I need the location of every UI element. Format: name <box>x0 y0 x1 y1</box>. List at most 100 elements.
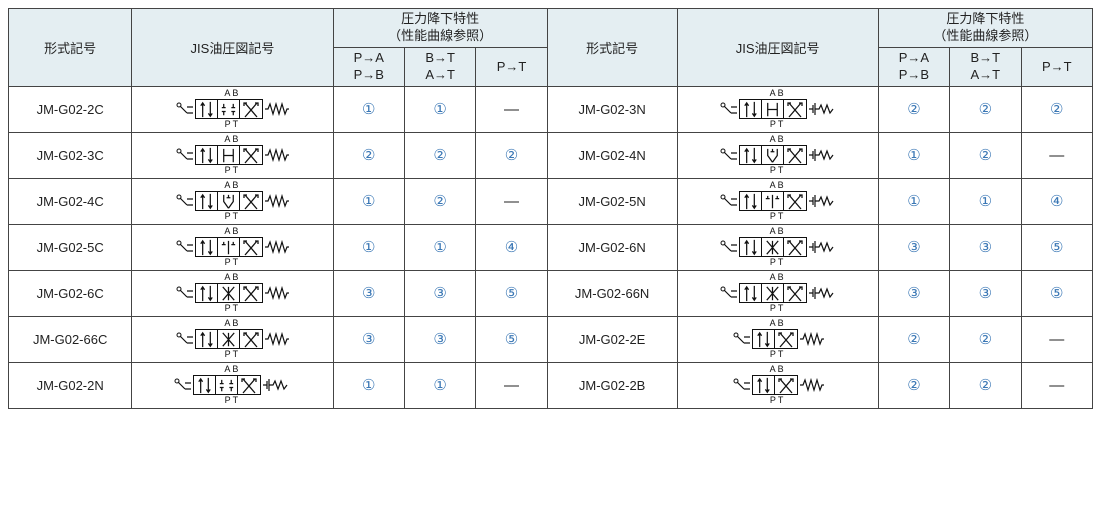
symbol-cell: ABPT <box>677 362 878 408</box>
jis-symbol-icon: ABPT <box>173 181 291 221</box>
value-cell: — <box>1021 132 1092 178</box>
valve-body <box>739 283 807 303</box>
hdr-pt-l: P→T <box>476 47 547 86</box>
sym-label-pt: PT <box>717 120 839 129</box>
value-circled: ⑤ <box>505 285 518 302</box>
spring-icon <box>263 191 291 211</box>
spring-icon <box>263 329 291 349</box>
value-circled: ① <box>362 193 375 210</box>
value-circled: ① <box>433 101 446 118</box>
value-cell: ⑤ <box>1021 270 1092 316</box>
lever-icon <box>717 191 739 211</box>
symbol-cell: ABPT <box>132 86 333 132</box>
model-cell: JM-G02-3C <box>9 132 132 178</box>
value-cell: ③ <box>950 270 1021 316</box>
symbol-cell: ABPT <box>677 270 878 316</box>
jis-symbol-icon: AB PT <box>173 273 291 313</box>
hdr-jis-r: JIS油圧図記号 <box>677 9 878 87</box>
value-circled: ① <box>907 147 920 164</box>
value-cell: ② <box>950 316 1021 362</box>
sym-label-pt: PT <box>173 350 291 359</box>
value-circled: ③ <box>362 331 375 348</box>
lever-icon <box>717 237 739 257</box>
value-circled: ② <box>505 147 518 164</box>
value-circled: ① <box>362 239 375 256</box>
hdr-pdrop-r: 圧力降下特性 （性能曲線参照） <box>878 9 1092 48</box>
value-cell: ③ <box>404 270 475 316</box>
value-cell: ② <box>1021 86 1092 132</box>
value-circled: ③ <box>907 285 920 302</box>
value-dash: — <box>1049 147 1064 164</box>
hdr-pdrop-r-1: 圧力降下特性 <box>946 11 1024 26</box>
jis-symbol-icon: ABPT <box>173 227 291 267</box>
model-cell: JM-G02-2B <box>547 362 677 408</box>
value-circled: ② <box>979 331 992 348</box>
sym-label-ab: AB <box>717 181 839 190</box>
value-cell: ③ <box>404 316 475 362</box>
value-circled: ④ <box>505 239 518 256</box>
value-circled: ② <box>907 101 920 118</box>
value-circled: ② <box>979 377 992 394</box>
value-cell: ① <box>950 178 1021 224</box>
value-cell: ① <box>333 86 404 132</box>
lever-icon <box>171 375 193 395</box>
symbol-cell: AB PT <box>677 178 878 224</box>
value-cell: ① <box>404 362 475 408</box>
value-cell: ② <box>333 132 404 178</box>
table-row: JM-G02-5CABPT①①④JM-G02-6NABPT③③⑤ <box>9 224 1093 270</box>
sym-label-ab: AB <box>730 319 826 328</box>
table-row: JM-G02-66CABPT③③⑤JM-G02-2EABPT②②— <box>9 316 1093 362</box>
model-cell: JM-G02-66C <box>9 316 132 362</box>
lever-icon <box>717 145 739 165</box>
spring-icon <box>798 329 826 349</box>
value-cell: — <box>1021 362 1092 408</box>
detent-icon <box>807 283 839 303</box>
value-cell: ④ <box>476 224 547 270</box>
value-circled: ② <box>979 101 992 118</box>
table-body: JM-G02-2CABPT①①—JM-G02-3NABPT②②②JM-G02-3… <box>9 86 1093 408</box>
value-circled: ③ <box>979 285 992 302</box>
detent-icon <box>807 99 839 119</box>
valve-body <box>195 329 263 349</box>
value-dash: — <box>1049 331 1064 348</box>
value-circled: ① <box>907 193 920 210</box>
value-dash: — <box>1049 377 1064 394</box>
lever-icon <box>717 99 739 119</box>
value-circled: ② <box>907 331 920 348</box>
sym-label-ab: AB <box>173 273 291 282</box>
valve-body <box>195 145 263 165</box>
value-cell: ② <box>878 86 949 132</box>
value-dash: — <box>504 193 519 210</box>
hdr-jis-l: JIS油圧図記号 <box>132 9 333 87</box>
symbol-cell: ABPT <box>677 316 878 362</box>
sym-label-ab: AB <box>717 89 839 98</box>
sym-label-pt: PT <box>173 304 291 313</box>
value-circled: ② <box>1050 101 1063 118</box>
value-circled: ③ <box>433 285 446 302</box>
model-cell: JM-G02-5C <box>9 224 132 270</box>
value-cell: ① <box>878 132 949 178</box>
lever-icon <box>730 375 752 395</box>
detent-icon <box>261 375 293 395</box>
value-circled: ③ <box>362 285 375 302</box>
value-circled: ② <box>907 377 920 394</box>
hdr-pdrop-l: 圧力降下特性 （性能曲線参照） <box>333 9 547 48</box>
sym-label-ab: AB <box>173 319 291 328</box>
lever-icon <box>173 99 195 119</box>
value-dash: — <box>504 101 519 118</box>
value-cell: ② <box>878 316 949 362</box>
lever-icon <box>717 283 739 303</box>
sym-label-pt: PT <box>717 212 839 221</box>
sym-label-pt: PT <box>173 212 291 221</box>
value-circled: ① <box>433 377 446 394</box>
symbol-cell: AB PT <box>132 316 333 362</box>
jis-symbol-icon: ABPT <box>717 273 839 313</box>
detent-icon <box>807 237 839 257</box>
value-cell: ② <box>404 132 475 178</box>
jis-symbol-icon: AB PT <box>173 319 291 359</box>
table-header: 形式記号 JIS油圧図記号 圧力降下特性 （性能曲線参照） 形式記号 JIS油圧… <box>9 9 1093 87</box>
value-circled: ① <box>433 239 446 256</box>
value-cell: ① <box>404 224 475 270</box>
value-cell: ① <box>878 178 949 224</box>
sym-label-ab: AB <box>173 89 291 98</box>
